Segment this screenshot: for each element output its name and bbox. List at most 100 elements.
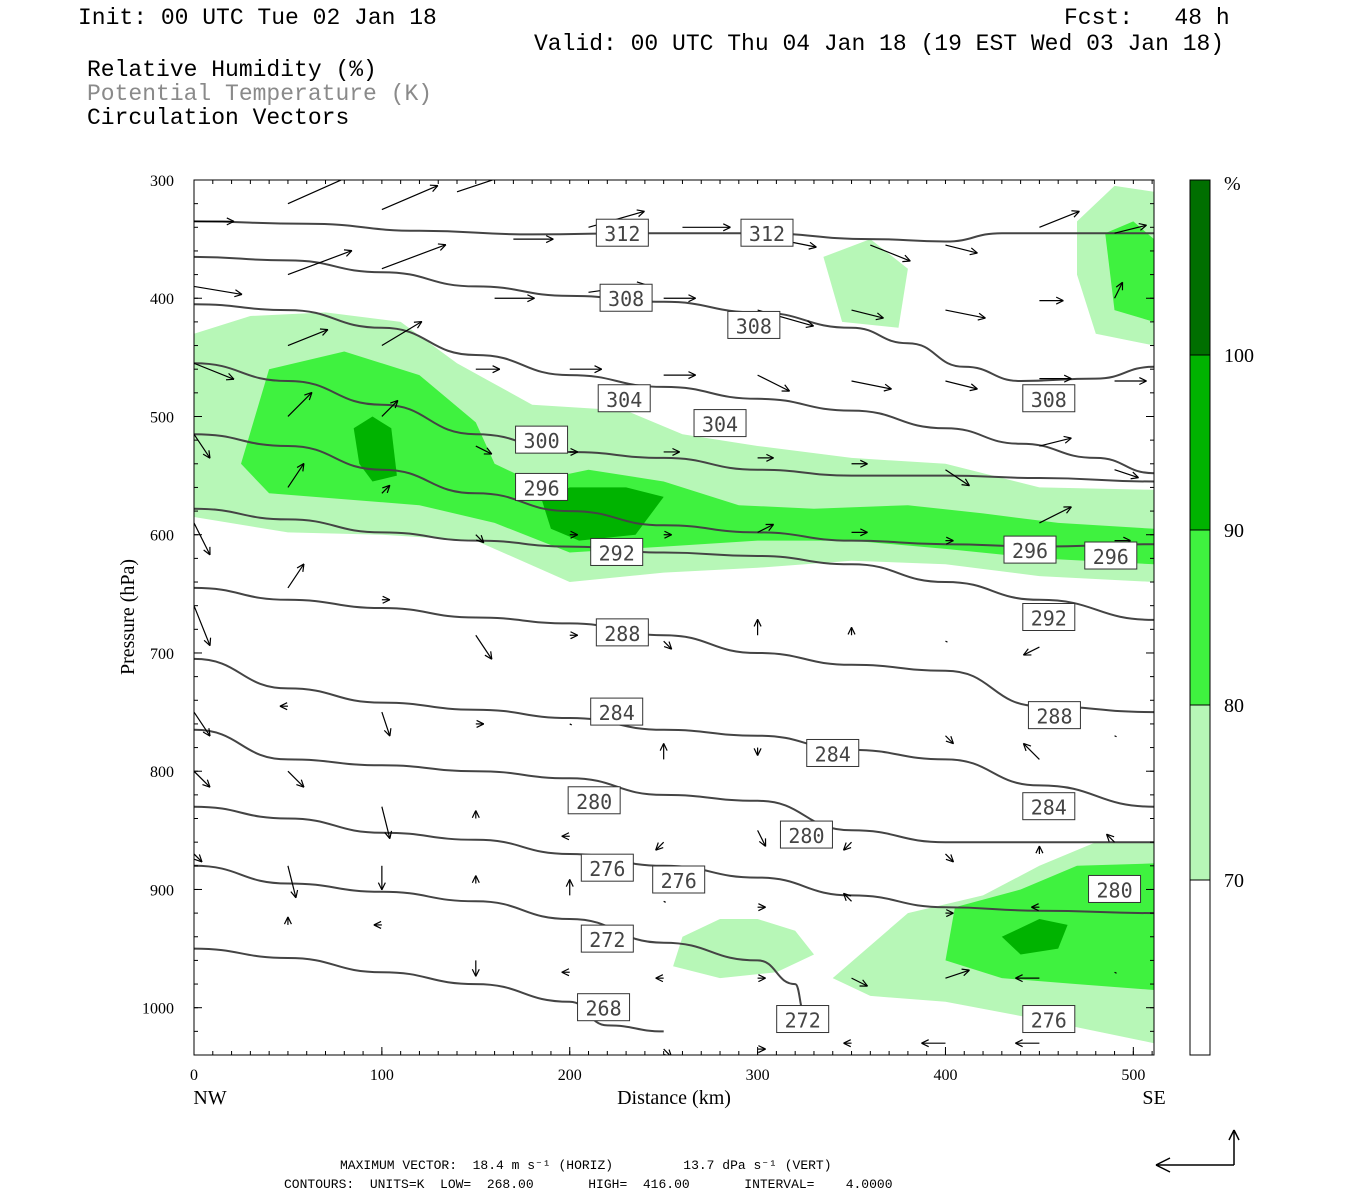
contour-label-text: 296	[1012, 539, 1048, 563]
vector-head	[319, 328, 328, 331]
circulation-vector	[945, 640, 948, 643]
circulation-vector	[471, 960, 480, 977]
vector-head	[688, 371, 696, 376]
vector-head	[1115, 281, 1123, 288]
vector-shaft	[194, 522, 211, 556]
contour-label-box	[806, 738, 860, 767]
vector-head	[766, 457, 774, 462]
vector-shaft	[287, 180, 343, 205]
rh-region-80	[241, 351, 1154, 565]
y-tick-label: 800	[150, 764, 174, 781]
x-tick-label: 500	[1121, 1067, 1145, 1084]
contour-label-box	[779, 820, 833, 849]
colorbar-segment	[1189, 529, 1211, 706]
circulation-vector	[561, 968, 570, 977]
vector-head	[389, 728, 392, 737]
vector-head	[758, 903, 766, 908]
vector-head	[296, 563, 305, 569]
circulation-vector	[945, 244, 978, 256]
vector-head	[594, 365, 602, 370]
vector-shaft	[1023, 646, 1040, 656]
circulation-vector	[569, 447, 578, 456]
rh-region-90	[1001, 919, 1068, 955]
vector-head	[382, 599, 391, 604]
vector-head	[203, 549, 211, 556]
vector-shaft	[851, 977, 868, 987]
vector-shaft	[194, 285, 243, 296]
contour-label: 276	[580, 853, 634, 882]
circulation-vector	[381, 184, 439, 211]
x-tick-label: 400	[933, 1067, 957, 1084]
contour-label-text: 288	[604, 622, 640, 646]
vector-head	[768, 523, 775, 532]
contour-label: 296	[1003, 535, 1057, 564]
vector-head	[969, 252, 978, 256]
vector-head	[921, 1039, 929, 1044]
vector-head	[476, 723, 485, 728]
contour-label: 280	[567, 786, 621, 815]
vector-shaft	[287, 563, 305, 589]
vector-head	[843, 892, 852, 897]
circulation-vector	[851, 528, 868, 537]
circulation-vector	[757, 374, 791, 392]
circulation-vector	[475, 719, 485, 728]
vector-head	[389, 830, 393, 839]
contour-label-box	[580, 924, 634, 953]
vector-head	[570, 530, 578, 536]
vector-head	[875, 317, 884, 321]
vector-head	[296, 784, 305, 788]
contour-label-text: 300	[523, 429, 559, 453]
valid-time-label: Valid: 00 UTC Thu 04 Jan 18 (19 EST Wed …	[534, 31, 1225, 57]
vector-head	[287, 916, 292, 925]
vector-head	[963, 969, 970, 977]
contour-label-text: 312	[749, 222, 785, 246]
contour-label-text: 280	[576, 790, 612, 814]
vector-head	[206, 779, 211, 788]
circulation-vector	[475, 534, 485, 544]
vector-head	[521, 167, 529, 168]
vector-head	[377, 882, 383, 891]
vector-head	[945, 740, 954, 745]
vector-head	[655, 977, 664, 983]
vector-head	[198, 854, 203, 863]
vector-head	[904, 254, 911, 262]
vector-shaft	[945, 735, 954, 745]
circulation-vector	[842, 841, 852, 851]
circulation-vector	[663, 447, 680, 456]
circulation-vector	[655, 841, 665, 851]
contour-label-layer: 312 312 308 308 304 304 308 300 296 296 296 292 292 2…	[515, 218, 1142, 1034]
circulation-vector	[757, 1045, 766, 1054]
vector-head	[545, 235, 554, 240]
vector-head	[234, 293, 243, 298]
vector-head	[842, 893, 847, 902]
contour-label-box	[740, 218, 794, 247]
vector-shaft	[381, 400, 399, 417]
circulation-vector	[287, 563, 305, 589]
vector-shaft	[456, 180, 495, 193]
circulation-vector	[194, 362, 235, 381]
vector-head	[475, 875, 480, 884]
contour-label-box	[595, 218, 649, 247]
vector-shaft	[655, 841, 665, 851]
vector-head	[757, 618, 762, 627]
vector-shaft	[945, 380, 978, 390]
vector-head	[300, 779, 305, 788]
vector-head	[308, 392, 313, 401]
vector-head	[860, 463, 868, 468]
circulation-vector	[1015, 1039, 1040, 1048]
colorbar-level-label: 90	[1224, 520, 1244, 542]
contour-label-box	[652, 865, 706, 894]
vector-head	[672, 447, 680, 453]
vector-head	[471, 875, 477, 884]
circulation-vector	[757, 453, 774, 462]
circulation-vector	[663, 530, 672, 539]
vector-head	[964, 478, 970, 487]
vector-shaft	[1114, 224, 1147, 234]
circulation-vector	[757, 903, 766, 912]
circulation-vector	[194, 605, 212, 647]
vector-shaft	[1114, 735, 1117, 738]
vector-head	[1035, 845, 1040, 854]
theta-contour-312	[194, 220, 1154, 243]
vector-head	[228, 372, 235, 380]
vector-head	[1022, 648, 1029, 656]
